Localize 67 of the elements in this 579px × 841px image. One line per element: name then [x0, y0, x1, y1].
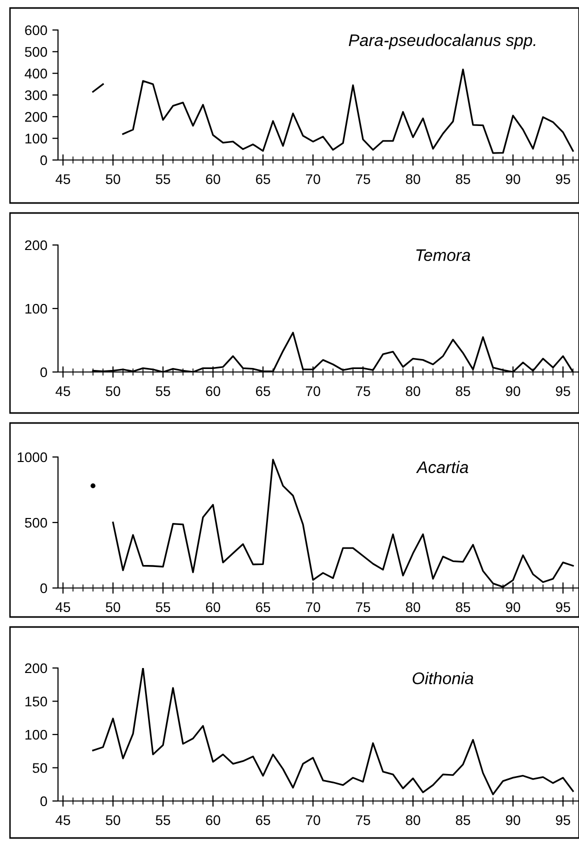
chart-title: Temora	[416, 249, 470, 262]
x-tick-label: 75	[356, 386, 370, 396]
x-tick-label: 55	[156, 602, 170, 612]
x-tick-label: 80	[406, 386, 420, 396]
y-tick-label: 200	[25, 112, 48, 122]
x-tick-label: 45	[56, 602, 70, 612]
line-series	[92, 668, 574, 796]
x-tick-label: 70	[306, 602, 320, 612]
y-tick-label: 500	[24, 47, 48, 57]
x-tick-label: 95	[556, 386, 570, 396]
x-tick-label: 95	[556, 602, 570, 612]
x-tick-label: 95	[556, 174, 570, 184]
y-tick-label: 300	[24, 90, 48, 100]
x-tick-label: 65	[256, 602, 270, 612]
x-tick-label: 55	[156, 174, 170, 184]
x-tick-label: 80	[406, 815, 420, 826]
x-tick-label: 50	[106, 386, 120, 396]
x-tick-label: 70	[306, 815, 320, 826]
x-tick-label: 60	[206, 815, 220, 826]
x-tick-label: 60	[206, 602, 220, 612]
x-tick-label: 65	[256, 815, 270, 826]
y-tick-label: 500	[24, 518, 48, 528]
x-tick-label: 50	[106, 815, 120, 826]
x-tick-label: 75	[356, 174, 370, 184]
x-tick-label: 85	[456, 174, 470, 184]
y-tick-label: 100	[25, 304, 48, 314]
y-tick-label: 100	[25, 134, 48, 144]
x-tick-label: 90	[506, 602, 520, 612]
x-tick-label: 60	[206, 174, 220, 184]
chart-title: Oithonia	[412, 672, 474, 684]
chart-title: Acartia	[416, 460, 468, 474]
x-tick-label: 75	[356, 602, 370, 612]
y-tick-label: 200	[25, 663, 48, 674]
y-tick-label: 200	[25, 240, 48, 250]
y-tick-label: 100	[25, 730, 48, 740]
x-tick-label: 90	[506, 815, 520, 826]
x-tick-label: 85	[456, 815, 470, 826]
x-tick-label: 50	[106, 174, 120, 184]
x-tick-label: 55	[156, 815, 170, 826]
x-tick-label: 80	[406, 602, 420, 612]
x-tick-label: 70	[306, 386, 320, 396]
x-tick-label: 90	[506, 174, 520, 184]
y-tick-label: 0	[40, 367, 48, 378]
x-tick-label: 75	[356, 815, 370, 826]
y-tick-label: 400	[24, 68, 48, 79]
x-tick-label: 90	[506, 386, 520, 396]
x-tick-label: 55	[156, 386, 170, 396]
x-tick-label: 95	[556, 815, 570, 826]
y-tick-label: 1000	[18, 452, 48, 462]
x-tick-label: 70	[306, 174, 320, 184]
x-tick-label: 45	[56, 815, 70, 826]
y-tick-label: 0	[40, 583, 48, 594]
y-tick-label: 0	[40, 155, 48, 166]
y-tick-label: 0	[40, 796, 48, 806]
x-tick-label: 80	[406, 174, 420, 184]
y-tick-label: 600	[25, 25, 48, 36]
x-tick-label: 65	[256, 386, 270, 396]
y-tick-label: 150	[25, 696, 48, 706]
x-tick-label: 85	[456, 602, 470, 612]
x-tick-label: 60	[206, 386, 220, 396]
x-tick-label: 85	[456, 386, 470, 396]
chart-title: Para-pseudocalanus spp.	[348, 34, 536, 50]
x-tick-label: 65	[256, 174, 270, 184]
x-tick-label: 50	[106, 602, 120, 612]
x-tick-label: 45	[56, 174, 70, 184]
x-tick-label: 45	[56, 386, 70, 396]
y-tick-label: 50	[32, 763, 48, 773]
